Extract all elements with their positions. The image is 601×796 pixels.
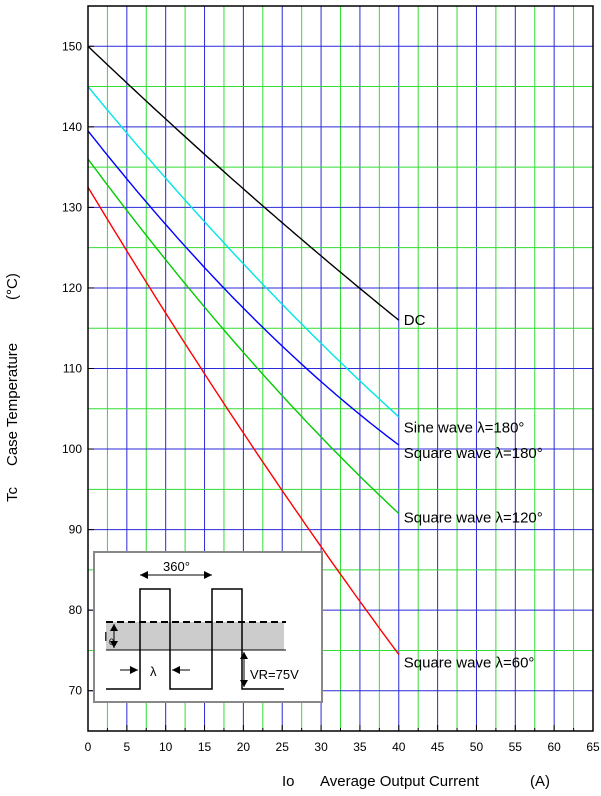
series-label: Square wave λ=60° [404,655,535,672]
y-tick-label: 90 [69,523,83,537]
y-tick-label: 110 [63,362,82,376]
x-axis-unit: (A) [530,773,550,790]
y-tick-label: 140 [62,120,82,134]
series-line [87,86,400,418]
x-tick-label: 20 [237,740,251,754]
period-label: 360° [163,559,190,574]
lambda-left-arrow-head [130,666,138,674]
x-tick-label: 45 [431,740,445,754]
y-tick-label: 80 [69,603,83,617]
vr-label: VR=75V [250,667,299,682]
tick-marks [87,45,594,731]
series-label: Square wave λ=120° [404,510,543,527]
curve-labels: DC Sine wave λ=180° Square wave λ=180° Squa… [404,312,543,671]
square-wave [106,588,284,690]
x-tick-label: 25 [276,740,290,754]
series-line [87,186,400,655]
y-axis-title: Case Temperature [4,343,21,466]
y-tick-labels: 70 80 90 100 110 120 130 140 150 [62,39,82,697]
x-tick-labels: 0 5 10 15 20 25 30 35 40 45 50 55 60 65 [85,740,600,754]
y-axis-symbol: Tc [4,487,21,503]
series-label: Square wave λ=180° [404,445,543,462]
y-tick-label: 70 [69,684,83,698]
avg-current-label: I [104,629,108,644]
x-tick-label: 15 [198,740,212,754]
x-tick-label: 30 [314,740,328,754]
x-axis-symbol: Io [282,773,295,790]
y-tick-label: 130 [62,200,82,214]
x-tick-label: 10 [159,740,173,754]
period-arrow-right-head [204,571,212,579]
avg-current-subscript: 0 [109,637,114,647]
x-tick-label: 35 [353,740,367,754]
y-axis-unit: (°C) [4,273,21,300]
vr-arrow-bottom-head [240,680,248,687]
lambda-label: λ [150,664,157,679]
average-current-band [106,622,284,650]
period-arrow-left-head [140,571,148,579]
x-tick-label: 0 [85,740,92,754]
avg-current-arrow-top-head [110,624,118,631]
y-tick-label: 120 [62,281,82,295]
x-tick-label: 50 [470,740,484,754]
x-axis-title: Average Output Current [320,773,480,790]
lambda-right-arrow-head [172,666,180,674]
y-tick-label: 150 [62,39,82,53]
x-tick-label: 40 [392,740,406,754]
avg-current-arrow-bottom-head [110,641,118,648]
series-line [87,45,400,321]
vr-arrow-top-head [240,652,248,659]
waveform-inset: 360° I 0 λ VR=75V [93,551,323,703]
series-line [87,130,400,446]
x-tick-label: 65 [586,740,600,754]
x-tick-label: 60 [547,740,561,754]
x-tick-label: 5 [124,740,131,754]
curves [87,45,400,655]
x-tick-label: 55 [509,740,523,754]
y-tick-label: 100 [62,442,82,456]
series-label: DC [404,312,426,329]
series-label: Sine wave λ=180° [404,419,525,436]
series-line [87,158,400,515]
